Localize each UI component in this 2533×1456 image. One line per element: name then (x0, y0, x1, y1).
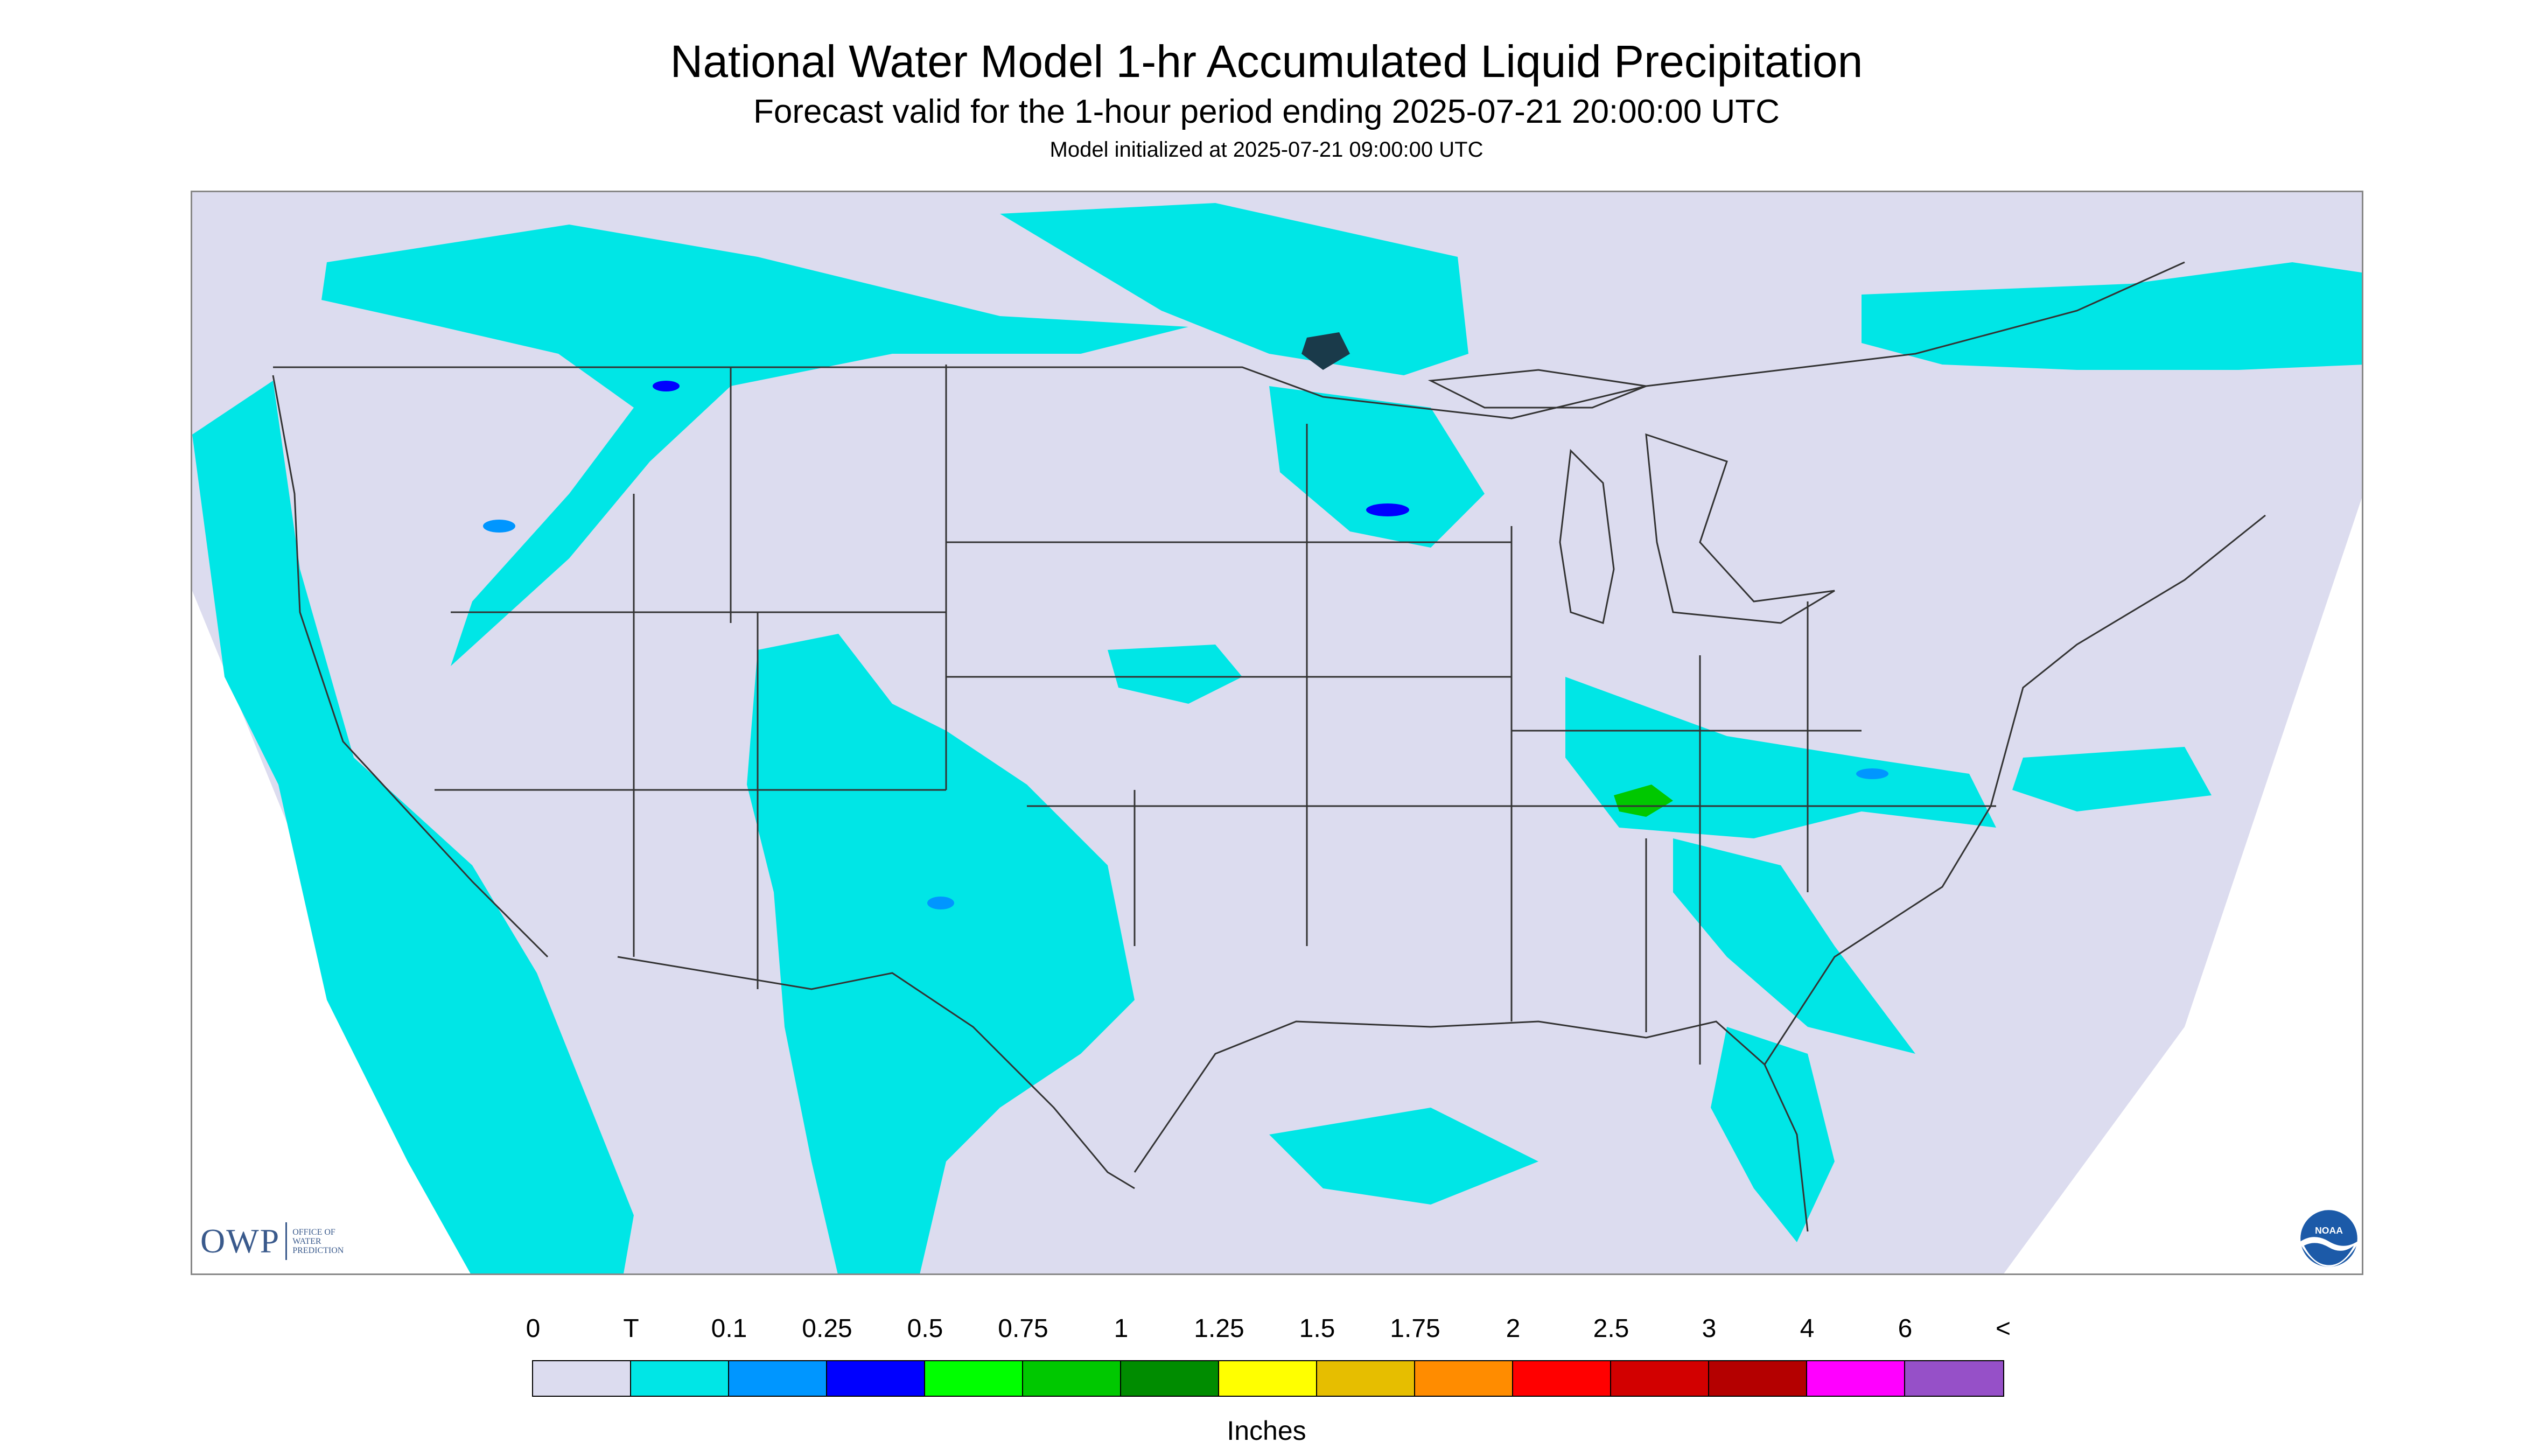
legend-label: 1 (1114, 1314, 1129, 1343)
precip-quebec (1862, 262, 2362, 370)
precip-southeast (1673, 838, 1915, 1054)
legend-swatch (1905, 1361, 2003, 1396)
precip-west-coast (192, 381, 634, 1273)
map-subtitle: Forecast valid for the 1-hour period end… (753, 93, 1780, 130)
legend-swatch (1317, 1361, 1415, 1396)
legend-label: 2 (1506, 1314, 1521, 1343)
domain-mask-right (2004, 498, 2362, 1273)
precip-florida (1711, 1027, 1835, 1242)
canada-us-border (273, 261, 2185, 419)
map-canvas (192, 192, 2362, 1273)
legend-swatch (1611, 1361, 1709, 1396)
legend-label: T (623, 1314, 639, 1343)
precip-central-plains (1108, 645, 1242, 704)
legend-swatch (925, 1361, 1023, 1396)
owp-subtext-line: Prediction (292, 1245, 344, 1255)
legend-labels: 0 T 0.1 0.25 0.5 0.75 1 1.25 1.5 1.75 2 2.5 3 4 6 < (0, 1314, 2533, 1346)
noaa-logo-text: NOAA (2315, 1225, 2343, 1236)
noaa-logo-icon: NOAA (2300, 1210, 2357, 1267)
legend-label: 1.25 (1194, 1314, 1244, 1343)
legend-label: 0.5 (907, 1314, 943, 1343)
owp-subtext-line: Water (292, 1236, 321, 1246)
legend-units: Inches (1227, 1416, 1306, 1446)
state-lines-west (435, 365, 947, 989)
legend-swatch (1513, 1361, 1611, 1396)
precipitation-map (191, 191, 2363, 1275)
legend-swatch (1807, 1361, 1905, 1396)
legend-color-bar (532, 1360, 2004, 1397)
owp-subtext-line: Office of (292, 1227, 335, 1237)
map-title: National Water Model 1-hr Accumulated Li… (670, 36, 1863, 87)
legend-label: 0.1 (711, 1314, 747, 1343)
precip-spot-1 (483, 520, 515, 533)
model-init-text: Model initialized at 2025-07-21 09:00:00… (1049, 138, 1484, 162)
state-lines-east (1512, 601, 1996, 1065)
legend-label: 0.75 (998, 1314, 1048, 1343)
west-coast-line (272, 375, 549, 958)
legend-swatch (1415, 1361, 1513, 1396)
legend-label: 0 (526, 1314, 541, 1343)
precip-spot-2 (653, 381, 680, 391)
precip-lake-nipigon (1302, 332, 1350, 370)
precip-atlantic (2012, 747, 2212, 811)
gulf-coast-line (1133, 1020, 1809, 1232)
precip-minnesota (1269, 386, 1485, 548)
legend-swatch (1709, 1361, 1807, 1396)
precip-southwest (747, 634, 1135, 1273)
precip-gulf (1269, 1108, 1538, 1205)
precip-canada-band (321, 225, 1188, 666)
owp-logo-subtext: Office of Water Prediction (292, 1228, 344, 1255)
precip-heavy-areas (483, 332, 1888, 909)
legend-label: 0.25 (802, 1314, 852, 1343)
legend-label: < (1995, 1314, 2011, 1343)
legend-swatch (729, 1361, 827, 1396)
legend-label: 2.5 (1593, 1314, 1629, 1343)
legend-label: 1.5 (1299, 1314, 1335, 1343)
great-lakes-michigan (1559, 449, 1615, 624)
precip-ohio-valley (1565, 677, 1996, 838)
great-lakes-huron-erie (1645, 433, 1835, 624)
precip-spot-5 (1856, 768, 1888, 779)
precip-spot-4 (927, 897, 954, 909)
us-mexico-border (617, 956, 1135, 1189)
precip-light-areas (192, 203, 2362, 1273)
legend-swatch (827, 1361, 925, 1396)
owp-logo: OWP Office of Water Prediction (200, 1221, 344, 1261)
domain-mask-left (192, 192, 471, 1273)
great-lakes-superior (1428, 369, 1649, 409)
state-lines-central (946, 424, 1646, 1021)
legend-label: 4 (1800, 1314, 1815, 1343)
legend-label: 3 (1702, 1314, 1717, 1343)
legend-swatch (1121, 1361, 1219, 1396)
owp-logo-text: OWP (200, 1222, 281, 1260)
legend-swatch (631, 1361, 729, 1396)
owp-logo-divider (285, 1222, 288, 1260)
precip-spot-3 (1366, 503, 1409, 516)
east-coast-line (1764, 514, 2266, 1065)
legend-swatch (1219, 1361, 1317, 1396)
legend-swatch (1023, 1361, 1121, 1396)
legend-swatch (533, 1361, 631, 1396)
legend-label: 1.75 (1390, 1314, 1440, 1343)
precip-ontario (1000, 203, 1468, 375)
legend-label: 6 (1898, 1314, 1913, 1343)
precip-green-spot (1614, 785, 1673, 817)
boundary-lines (272, 261, 2266, 1232)
